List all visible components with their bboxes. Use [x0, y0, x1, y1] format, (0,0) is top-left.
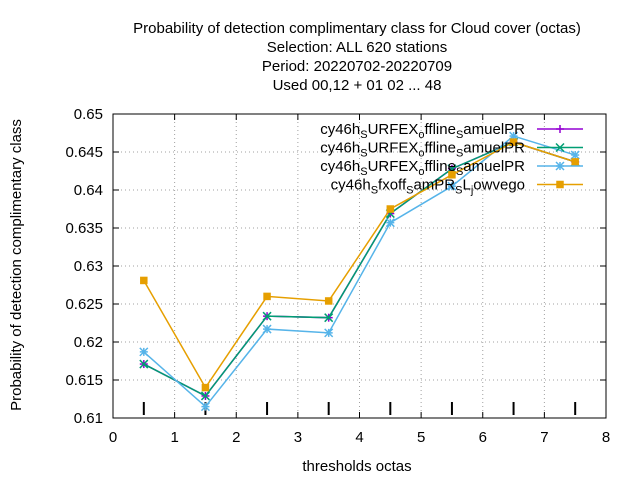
- y-tick-label: 0.65: [74, 106, 103, 123]
- data-point: [140, 276, 148, 285]
- legend-item-2: cy46hSURFEXofflineSamuelPR: [320, 140, 583, 160]
- legend: cy46hSURFEXofflineSamuelPRcy46hSURFEXoff…: [320, 121, 583, 197]
- data-point: [571, 158, 579, 166]
- legend-swatch-marker: [555, 142, 565, 153]
- data-point: [263, 292, 271, 301]
- title-line-2: Selection: ALL 620 stations: [267, 39, 447, 56]
- data-point: [324, 313, 334, 323]
- x-tick-label: 4: [355, 429, 363, 446]
- legend-label: cy46hSURFEXofflineSamuelPR: [320, 121, 525, 141]
- legend-item-3: cy46hSURFEXofflineSamuelPR: [320, 158, 583, 178]
- series-3: [139, 131, 580, 412]
- legend-item-1: cy46hSURFEXofflineSamuelPR: [320, 121, 583, 141]
- series: [139, 131, 580, 412]
- data-point: [570, 150, 580, 160]
- legend-label: cy46hSfxoffSamPRSLjowvego: [331, 177, 525, 197]
- title-line-1: Probability of detection complimentary c…: [133, 20, 581, 37]
- title-line-3: Period: 20220702-20220709: [262, 58, 452, 75]
- data-point: [200, 391, 210, 401]
- data-point: [386, 205, 395, 213]
- data-point: [262, 311, 272, 321]
- legend-swatch-marker: [556, 180, 564, 189]
- y-tick-label: 0.625: [65, 296, 103, 313]
- data-point: [385, 218, 395, 228]
- series-line: [143, 141, 576, 397]
- series-4: [140, 138, 579, 392]
- x-tick-label: 2: [232, 429, 240, 446]
- y-tick-label: 0.63: [74, 258, 103, 275]
- data-point: [200, 402, 210, 412]
- x-axis-label: thresholds octas: [302, 458, 411, 475]
- y-tick-label: 0.635: [65, 220, 103, 237]
- legend-label: cy46hSURFEXofflineSamuelPR: [320, 158, 525, 178]
- data-point: [139, 359, 149, 369]
- y-axis-label: Probability of detection complimentary c…: [8, 119, 25, 411]
- y-tick-label: 0.64: [74, 182, 103, 199]
- series-line: [143, 141, 576, 390]
- x-tick-label: 8: [602, 429, 610, 446]
- data-point: [324, 297, 333, 305]
- title-line-4: Used 00,12 + 01 02 ... 48: [273, 77, 442, 94]
- y-tick-label: 0.61: [74, 410, 103, 427]
- data-point: [447, 181, 457, 191]
- x-tick-label: 1: [170, 429, 178, 446]
- y-tick-label: 0.615: [65, 372, 103, 389]
- y-axis-ticks: 0.61 0.615 0.62 0.625 0.63 0.635 0.64 0.645 0.65: [65, 106, 606, 427]
- legend-swatch-marker: [555, 161, 565, 171]
- legend-label: cy46hSURFEXofflineSamuelPR: [320, 140, 525, 160]
- series-line: [143, 135, 576, 408]
- y-tick-label: 0.62: [74, 334, 103, 351]
- y-tick-label: 0.645: [65, 144, 103, 161]
- legend-swatch-marker: [556, 125, 564, 133]
- x-tick-label: 6: [479, 429, 487, 446]
- chart-title: Probability of detection complimentary c…: [133, 20, 581, 94]
- x-tick-label: 3: [294, 429, 302, 446]
- x-tick-label: 0: [109, 429, 117, 446]
- legend-item-4: cy46hSfxoffSamPRSLjowvego: [331, 177, 583, 197]
- data-point: [139, 347, 149, 357]
- x-tick-label: 5: [417, 429, 425, 446]
- data-point: [324, 328, 334, 338]
- x-tick-label: 7: [540, 429, 548, 446]
- data-point: [448, 171, 456, 179]
- data-point: [262, 324, 272, 334]
- data-point: [201, 383, 210, 392]
- data-point: [509, 138, 518, 146]
- x-axis-ticks: 0 1 2 3 4 5 6 7 8: [109, 114, 610, 446]
